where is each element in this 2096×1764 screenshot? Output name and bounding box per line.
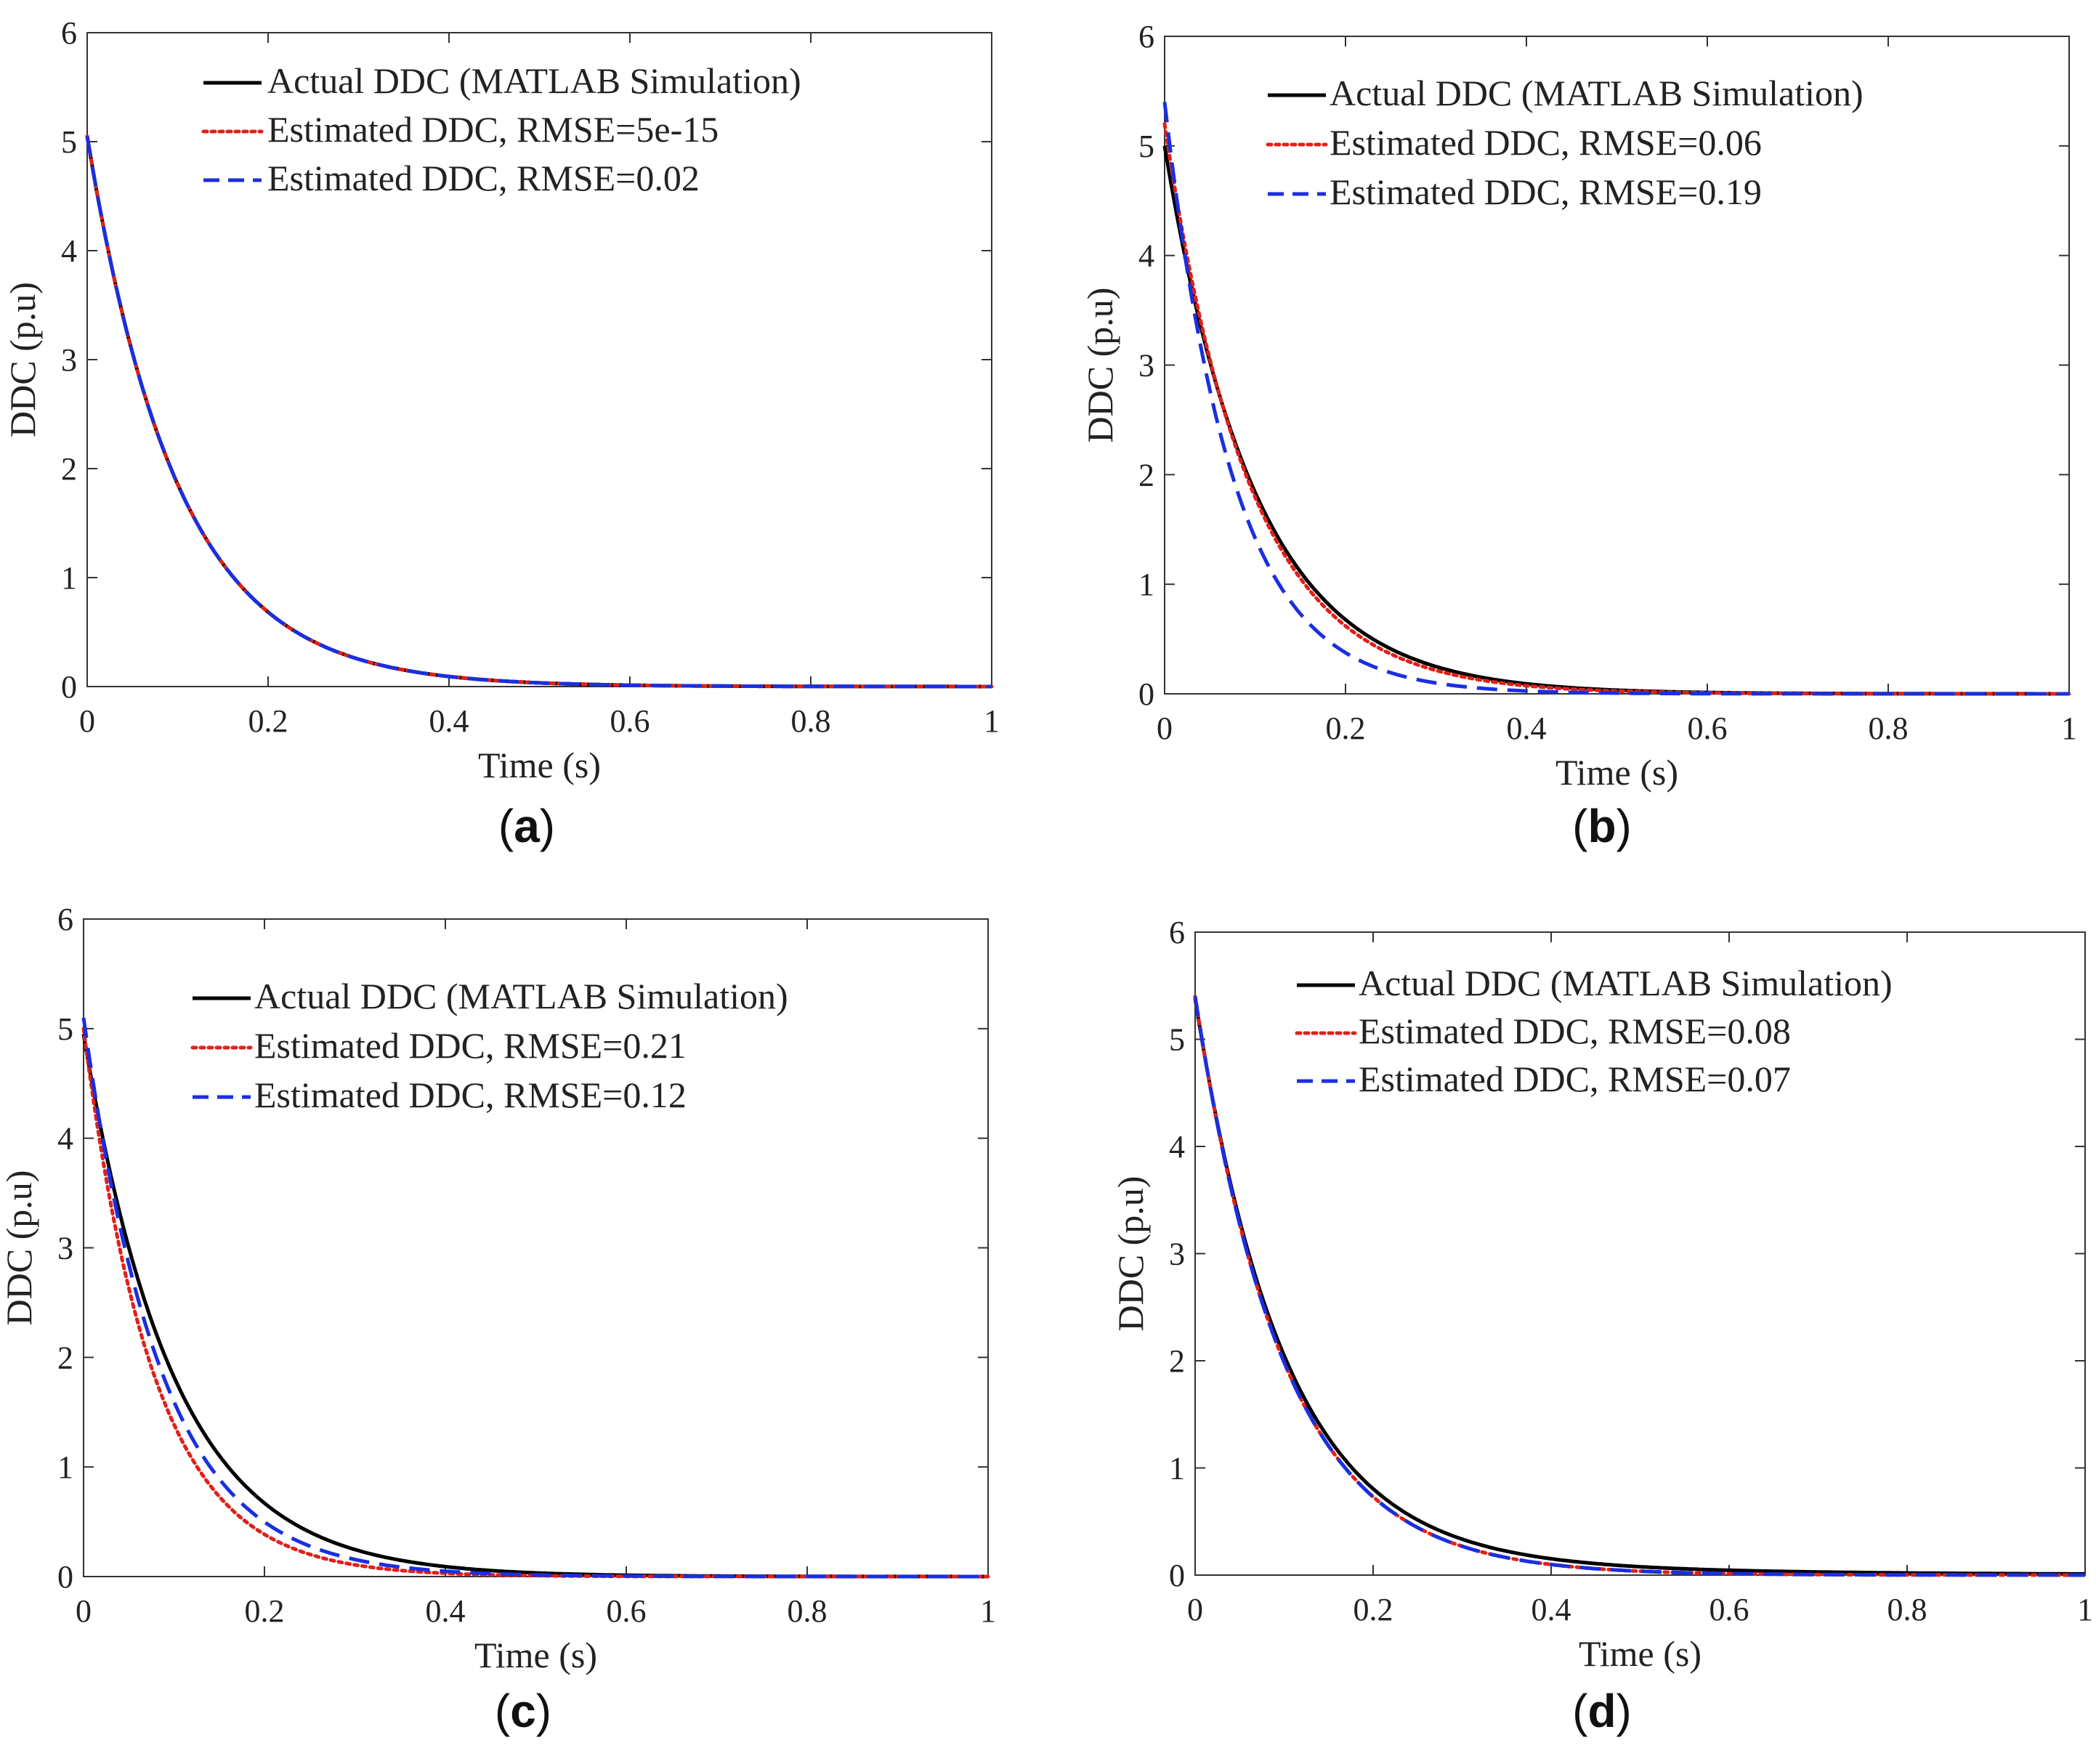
y-tick-label: 1 <box>1138 567 1154 602</box>
y-tick-label: 1 <box>61 560 77 596</box>
y-tick-label: 1 <box>1169 1451 1185 1486</box>
legend-label-3: Estimated DDC, RMSE=0.19 <box>1330 171 1762 212</box>
y-tick-label: 2 <box>1138 457 1154 493</box>
x-tick-label: 0.4 <box>426 1593 466 1629</box>
x-tick-label: 0 <box>1187 1592 1203 1627</box>
y-tick-label: 6 <box>61 15 77 51</box>
y-tick-label: 3 <box>57 1231 73 1266</box>
x-tick-label: 0.2 <box>1326 711 1366 746</box>
y-axis-label: DDC (p.u) <box>0 1170 39 1326</box>
y-tick-label: 4 <box>61 233 77 269</box>
x-tick-label: 0.6 <box>610 703 650 739</box>
x-tick-label: 0.8 <box>788 1593 828 1629</box>
series-line-3 <box>85 136 992 689</box>
x-tick-label: 0.2 <box>248 703 288 739</box>
panel-caption-c: (c) <box>494 1685 552 1737</box>
y-tick-label: 3 <box>1169 1237 1185 1272</box>
y-tick-label: 4 <box>57 1121 73 1157</box>
y-tick-label: 3 <box>61 342 77 378</box>
panel-caption-a: (a) <box>498 800 556 852</box>
y-tick-label: 6 <box>1169 915 1185 950</box>
legend: Actual DDC (MATLAB Simulation) Estimated … <box>1295 963 1893 1099</box>
x-tick-label: 1 <box>2077 1592 2093 1627</box>
y-tick-label: 6 <box>57 902 73 937</box>
y-tick-label: 2 <box>1169 1343 1185 1379</box>
legend-label-2: Estimated DDC, RMSE=5e-15 <box>267 109 719 150</box>
plot-frame <box>83 918 989 1577</box>
y-tick-label: 4 <box>1169 1129 1185 1165</box>
x-tick-label: 0 <box>1157 711 1173 746</box>
chart-panel-c: 0 0.2 0.4 0.6 0.8 1 0 1 2 3 4 5 6 Time (s) DDC (p.u) Ac… <box>0 902 996 1675</box>
y-tick-label: 1 <box>57 1449 73 1485</box>
legend-label-2: Estimated DDC, RMSE=0.08 <box>1359 1011 1791 1051</box>
series-line-3 <box>1162 102 2069 696</box>
legend: Actual DDC (MATLAB Simulation) Estimated … <box>190 976 788 1115</box>
series-line-3 <box>1193 996 2085 1577</box>
x-tick-label: 0.8 <box>1869 711 1909 746</box>
legend-label-3: Estimated DDC, RMSE=0.12 <box>254 1075 687 1115</box>
legend-label-2: Estimated DDC, RMSE=0.21 <box>254 1025 687 1066</box>
x-tick-label: 0.8 <box>791 703 831 739</box>
y-tick-label: 2 <box>57 1340 73 1375</box>
x-tick-label: 0 <box>76 1593 92 1629</box>
panel-caption-b: (b) <box>1572 800 1632 852</box>
y-tick-label: 2 <box>61 451 77 487</box>
x-tick-label: 0.6 <box>1709 1592 1749 1627</box>
x-tick-label: 0.2 <box>245 1593 285 1629</box>
legend-label-3: Estimated DDC, RMSE=0.07 <box>1359 1059 1791 1099</box>
chart-panel-d: 0 0.2 0.4 0.6 0.8 1 0 1 2 3 4 5 6 Time (s) DDC (p.u) Ac… <box>1110 915 2093 1674</box>
y-axis-label: DDC (p.u) <box>1110 1176 1151 1332</box>
x-tick-label: 0.4 <box>1531 1592 1571 1627</box>
chart-panel-b: 0 0.2 0.4 0.6 0.8 1 0 1 2 3 4 5 6 Time (s) DDC (p.u) Ac… <box>1080 19 2077 793</box>
x-axis-label: Time (s) <box>474 1635 597 1675</box>
x-tick-label: 0.2 <box>1354 1592 1393 1627</box>
x-tick-label: 0.4 <box>1507 711 1547 746</box>
x-axis-label: Time (s) <box>478 745 601 785</box>
legend-label-2: Estimated DDC, RMSE=0.06 <box>1330 122 1762 163</box>
x-axis-label: Time (s) <box>1579 1633 1702 1674</box>
x-axis-label: Time (s) <box>1555 752 1678 793</box>
x-tick-label: 0.6 <box>607 1593 647 1629</box>
y-tick-label: 4 <box>1138 238 1154 274</box>
legend-label-1: Actual DDC (MATLAB Simulation) <box>1359 963 1893 1003</box>
y-tick-label: 6 <box>1138 19 1154 54</box>
legend: Actual DDC (MATLAB Simulation) Estimated … <box>201 60 801 198</box>
y-axis-label: DDC (p.u) <box>1080 288 1120 443</box>
y-tick-label: 0 <box>1169 1558 1185 1593</box>
x-tick-label: 0.6 <box>1688 711 1728 746</box>
legend-label-1: Actual DDC (MATLAB Simulation) <box>267 60 801 101</box>
panel-caption-d: (d) <box>1572 1685 1632 1737</box>
series-line-3 <box>81 1017 988 1579</box>
y-tick-label: 5 <box>61 124 77 160</box>
x-tick-label: 1 <box>2061 711 2077 746</box>
legend-label-3: Estimated DDC, RMSE=0.02 <box>267 158 700 198</box>
y-tick-label: 5 <box>1169 1022 1185 1058</box>
y-tick-label: 5 <box>57 1011 73 1047</box>
y-tick-label: 3 <box>1138 348 1154 384</box>
legend-label-1: Actual DDC (MATLAB Simulation) <box>1330 73 1864 113</box>
x-tick-label: 0.4 <box>429 703 469 739</box>
chart-panel-a: 0 0.2 0.4 0.6 0.8 1 0 1 2 3 4 5 6 Time (s) DDC (p.u) Ac… <box>2 15 1000 785</box>
x-tick-label: 1 <box>984 703 1000 739</box>
x-tick-label: 0 <box>79 703 95 739</box>
x-tick-label: 0.8 <box>1887 1592 1927 1627</box>
y-tick-label: 0 <box>57 1559 73 1595</box>
y-tick-label: 0 <box>1138 676 1154 712</box>
x-tick-label: 1 <box>980 1593 996 1629</box>
y-tick-label: 0 <box>61 669 77 705</box>
plot-frame <box>86 32 992 687</box>
legend-label-1: Actual DDC (MATLAB Simulation) <box>254 976 788 1016</box>
legend: Actual DDC (MATLAB Simulation) Estimated … <box>1266 73 1864 212</box>
y-tick-label: 5 <box>1138 129 1154 164</box>
y-axis-label: DDC (p.u) <box>2 282 43 437</box>
